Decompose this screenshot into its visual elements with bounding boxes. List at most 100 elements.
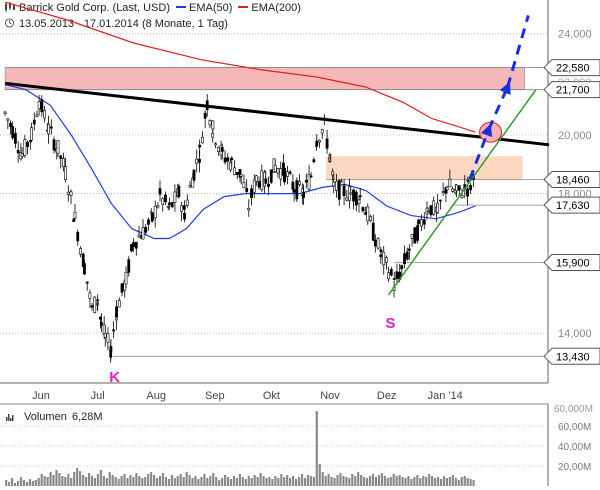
price-tag-box: [543, 171, 600, 189]
candle-body: [49, 126, 53, 129]
candle-body: [417, 219, 421, 224]
candle-body: [144, 227, 148, 233]
volume-bar: [457, 480, 460, 486]
volume-bar: [463, 476, 466, 486]
ema200-legend-label: EMA(200): [251, 2, 301, 14]
volume-bar: [256, 477, 259, 486]
candle-body: [328, 154, 332, 156]
volume-bar: [330, 477, 333, 486]
candle-body: [223, 157, 227, 163]
ema50-line: [4, 84, 476, 240]
volume-bar: [416, 475, 419, 486]
volume-bar: [224, 475, 227, 486]
candle-body: [109, 346, 113, 352]
candle-body: [292, 189, 296, 193]
volume-bar: [61, 476, 64, 486]
price-tag-box: [543, 81, 600, 99]
candle-body: [14, 133, 17, 144]
candle-body: [405, 251, 409, 260]
candle-body: [352, 189, 355, 202]
pattern-label: K: [109, 369, 120, 386]
volume-bar: [253, 475, 256, 486]
volume-bar: [357, 472, 360, 486]
volume-bar: [117, 479, 120, 486]
volume-bar: [40, 474, 43, 486]
volume-bar: [336, 475, 339, 486]
candle-body: [315, 140, 319, 146]
volume-bar: [324, 476, 327, 486]
candle-body: [170, 202, 174, 208]
ema200-line: [4, 1, 476, 133]
volume-bar: [345, 477, 348, 486]
volume-bar: [309, 476, 312, 486]
volume-bar: [114, 477, 117, 486]
candle-body: [69, 191, 73, 197]
candle-body: [195, 158, 199, 165]
volume-bar: [469, 479, 472, 486]
candle-body: [214, 143, 218, 146]
candle-body: [432, 200, 436, 215]
time-axis: Jun Jul Aug Sep Okt Nov Dez Jan '14: [32, 390, 463, 402]
volume-bar: [150, 472, 153, 486]
candle-body: [79, 248, 82, 255]
volume-bar: [28, 479, 31, 486]
candle-body: [52, 139, 56, 151]
candle-body: [382, 251, 386, 266]
candle-body: [267, 183, 270, 187]
candle-body: [439, 199, 442, 202]
volume-bar: [176, 476, 179, 486]
pattern-label: S: [385, 315, 395, 332]
volume-icon-bar: [6, 417, 8, 421]
candle-body: [6, 118, 10, 121]
volume-bar: [87, 473, 91, 486]
trendline-up: [387, 89, 537, 296]
volume-bar: [321, 472, 324, 486]
volume-bar: [161, 473, 165, 486]
candle-body: [269, 169, 273, 183]
candle-body: [198, 144, 202, 148]
volume-bar: [22, 480, 26, 486]
candle-body: [117, 300, 121, 308]
volume-bar: [295, 479, 298, 486]
volume-bar: [413, 477, 416, 486]
volume-bar: [191, 478, 194, 486]
candle-body: [40, 99, 44, 113]
volume-bar: [132, 477, 135, 486]
volume-bar: [203, 474, 206, 486]
volume-bar: [155, 478, 159, 486]
volume-bar: [229, 479, 233, 486]
volume-bar: [84, 477, 88, 486]
candle-body: [100, 321, 103, 326]
volume-bar: [315, 411, 318, 486]
volume-bar: [235, 478, 238, 486]
time-axis-label: Jun: [32, 390, 50, 402]
candle-body: [3, 111, 7, 114]
candle-body: [376, 238, 380, 249]
volume-bar: [365, 478, 369, 486]
price-tag-label: 13,430: [556, 351, 590, 363]
volume-bar: [283, 477, 286, 486]
volume-bar: [339, 473, 342, 486]
candle-body: [235, 172, 239, 175]
candle-body: [345, 197, 349, 201]
trendline-down: [4, 81, 550, 147]
volume-bar: [445, 478, 449, 486]
volume-bar: [111, 475, 114, 486]
candle-body: [331, 171, 335, 176]
candle-body: [379, 249, 383, 253]
volume-bar: [383, 476, 386, 486]
volume-bar: [138, 476, 141, 486]
candle-body: [35, 114, 39, 117]
volume-bar: [76, 468, 79, 486]
volume-bar: [16, 481, 20, 486]
volume-bar: [173, 478, 176, 486]
candle-body: [298, 181, 301, 185]
volume-bar: [120, 476, 123, 486]
candle-body: [127, 259, 131, 273]
candle-body: [387, 272, 390, 280]
candle-body: [407, 248, 411, 251]
price-axis-label: 24,000: [558, 29, 592, 41]
volume-axis-label: 20,00M: [558, 462, 591, 473]
